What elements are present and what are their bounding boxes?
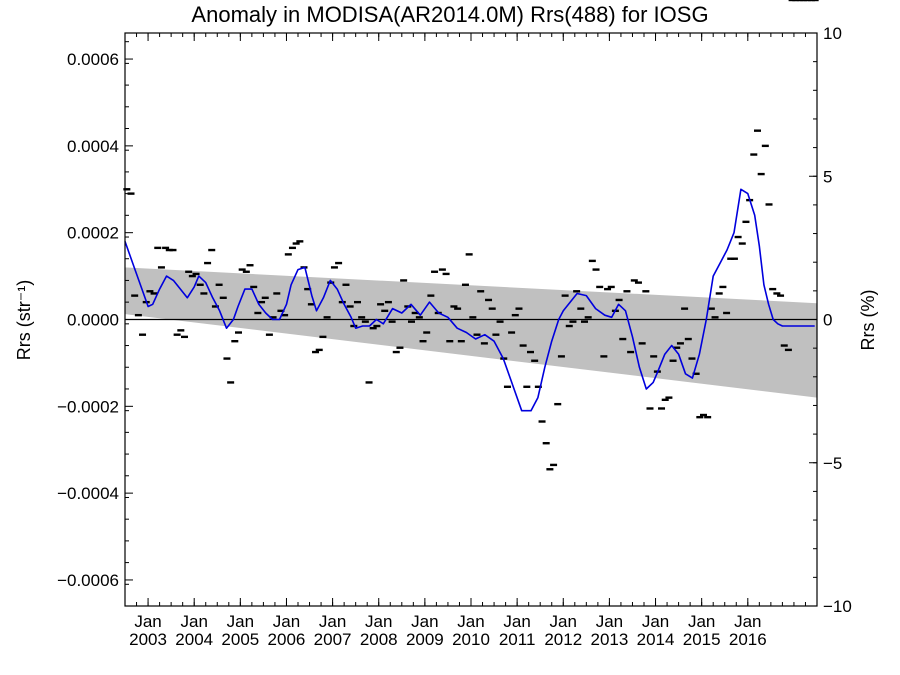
x-tick-month-label: Jan (642, 612, 669, 631)
x-tick-year-label: 2003 (129, 630, 167, 649)
x-tick-month-label: Jan (550, 612, 577, 631)
x-tick-month-label: Jan (227, 612, 254, 631)
smoothed-line-layer (124, 188, 815, 412)
x-tick-month-label: Jan (319, 612, 346, 631)
y-tick-label-left: 0.0006 (67, 50, 119, 69)
x-tick-year-label: 2009 (406, 630, 444, 649)
x-tick-year-label: 2016 (729, 630, 767, 649)
x-tick-year-label: 2013 (590, 630, 628, 649)
axes-layer: −0.0006 −0.0004 −0.0002 0.0000 0.0002 0.0004 0… (57, 24, 852, 649)
x-tick-month-label: Jan (411, 612, 438, 631)
y-tick-label-left: −0.0004 (57, 484, 119, 503)
y-tick-label-right: −5 (823, 454, 842, 473)
trend-band-layer (125, 267, 817, 398)
x-tick-month-label: Jan (273, 612, 300, 631)
monthly-anomaly-layer (123, 0, 819, 471)
x-tick-month-label: Jan (734, 612, 761, 631)
x-tick-month-label: Jan (503, 612, 530, 631)
x-tick-year-label: 2004 (175, 630, 213, 649)
x-tick-month-label: Jan (457, 612, 484, 631)
smoothed-series-line (124, 188, 815, 412)
trend-band (125, 267, 817, 398)
x-tick-month-label: Jan (134, 612, 161, 631)
x-tick-year-label: 2012 (544, 630, 582, 649)
y-tick-label-left: 0.0000 (67, 311, 119, 330)
y-tick-label-right: −10 (823, 597, 852, 616)
chart-title: Anomaly in MODISA(AR2014.0M) Rrs(488) fo… (191, 2, 709, 27)
x-tick-month-label: Jan (180, 612, 207, 631)
x-tick-year-label: 2005 (221, 630, 259, 649)
y-tick-label-left: 0.0002 (67, 224, 119, 243)
y-tick-label-right: 0 (823, 311, 832, 330)
y-tick-label-left: −0.0006 (57, 571, 119, 590)
x-tick-year-label: 2015 (683, 630, 721, 649)
y-tick-label-right: 10 (823, 24, 842, 43)
x-tick-year-label: 2010 (452, 630, 490, 649)
x-tick-year-label: 2006 (268, 630, 306, 649)
y-tick-label-left: −0.0002 (57, 397, 119, 416)
y-tick-label-right: 5 (823, 167, 832, 186)
x-tick-month-label: Jan (365, 612, 392, 631)
x-tick-year-label: 2011 (499, 630, 536, 649)
y-tick-label-left: 0.0004 (67, 137, 119, 156)
x-tick-month-label: Jan (688, 612, 715, 631)
x-tick-year-label: 2008 (360, 630, 398, 649)
x-tick-year-label: 2014 (637, 630, 675, 649)
x-tick-month-label: Jan (596, 612, 623, 631)
x-tick-year-label: 2007 (314, 630, 352, 649)
